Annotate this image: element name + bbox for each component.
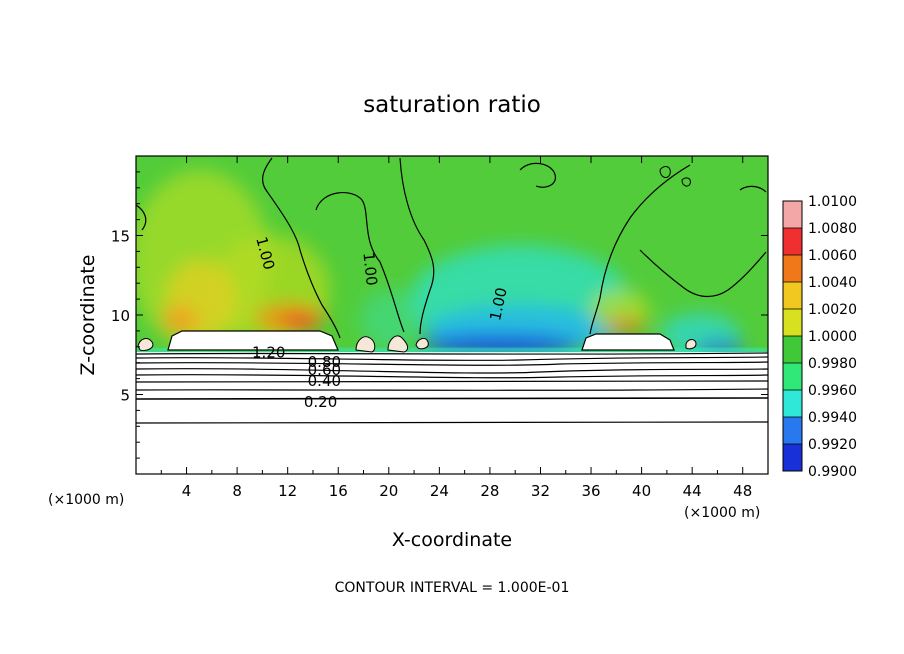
y-axis-label: Z-coordinate [77,255,99,376]
x-tick-label: 8 [232,482,242,500]
colorbar-swatch [783,390,802,417]
colorbar-label: 1.0040 [808,275,857,291]
contour-label: 0.60 [308,361,341,379]
x-tick-label: 4 [182,482,192,500]
x-tick-label: 12 [278,482,297,500]
colorbar-swatch [783,282,802,309]
contour-label: 0.20 [304,393,337,411]
colorbar-label: 1.0080 [808,221,857,237]
y-tick-label: 5 [120,387,130,405]
colorbar-swatch [783,201,802,228]
chart-title: saturation ratio [363,92,541,118]
colorbar-swatch [783,417,802,444]
contour-label-text: 1.20 [252,344,285,362]
colorbar-label: 1.0020 [808,302,857,318]
colorbar-swatch [783,444,802,471]
x-tick-label: 28 [480,482,499,500]
x-axis-label: X-coordinate [392,529,512,551]
z-unit-label: (×1000 m) [48,492,124,508]
x-tick-label: 40 [632,482,651,500]
colorbar-label: 1.0060 [808,248,857,264]
contour-label-text: 0.60 [308,361,341,379]
x-tick-label: 24 [430,482,449,500]
x-unit-label: (×1000 m) [684,505,760,521]
y-tick-label: 15 [111,228,130,246]
colorbar-swatch [783,363,802,390]
x-tick-label: 20 [379,482,398,500]
colorbar-label: 0.9900 [808,464,857,480]
contour-label-text: 0.40 [308,372,341,390]
x-tick-label: 16 [329,482,348,500]
contour-label: 1.00 [359,251,380,286]
colorbar-swatch [783,255,802,282]
colorbar-swatch [783,228,802,255]
contour-label-text: 0.20 [304,393,337,411]
colorbar-swatch [783,309,802,336]
x-axis-ticks: 4 8 12 16 20 24 28 32 36 40 44 48 [160,156,752,500]
colorbar-label: 0.9920 [808,437,857,453]
y-tick-label: 10 [111,307,130,325]
y-axis-ticks: 5 10 15 [111,171,768,459]
heatmap-field [136,156,768,474]
x-tick-label: 44 [683,482,702,500]
x-tick-label: 48 [733,482,752,500]
colorbar-label: 0.9940 [808,410,857,426]
colorbar-label: 0.9980 [808,356,857,372]
contour-label-text: 0.80 [308,353,341,371]
contour-label: 0.80 [308,353,341,371]
contour-label: 1.20 [252,344,285,362]
colorbar: 1.0100 1.0080 1.0060 1.0040 1.0020 1.0000 0.99… [782,194,857,480]
colorbar-label: 0.9960 [808,383,857,399]
x-tick-label: 36 [581,482,600,500]
colorbar-swatch [783,336,802,363]
contour-label: 0.40 [308,372,341,390]
x-tick-label: 32 [531,482,550,500]
contour-label-text: 1.00 [359,251,380,286]
contour-interval-note: CONTOUR INTERVAL = 1.000E-01 [335,580,570,596]
colorbar-label: 1.0100 [808,194,857,210]
colorbar-label: 1.0000 [808,329,857,345]
